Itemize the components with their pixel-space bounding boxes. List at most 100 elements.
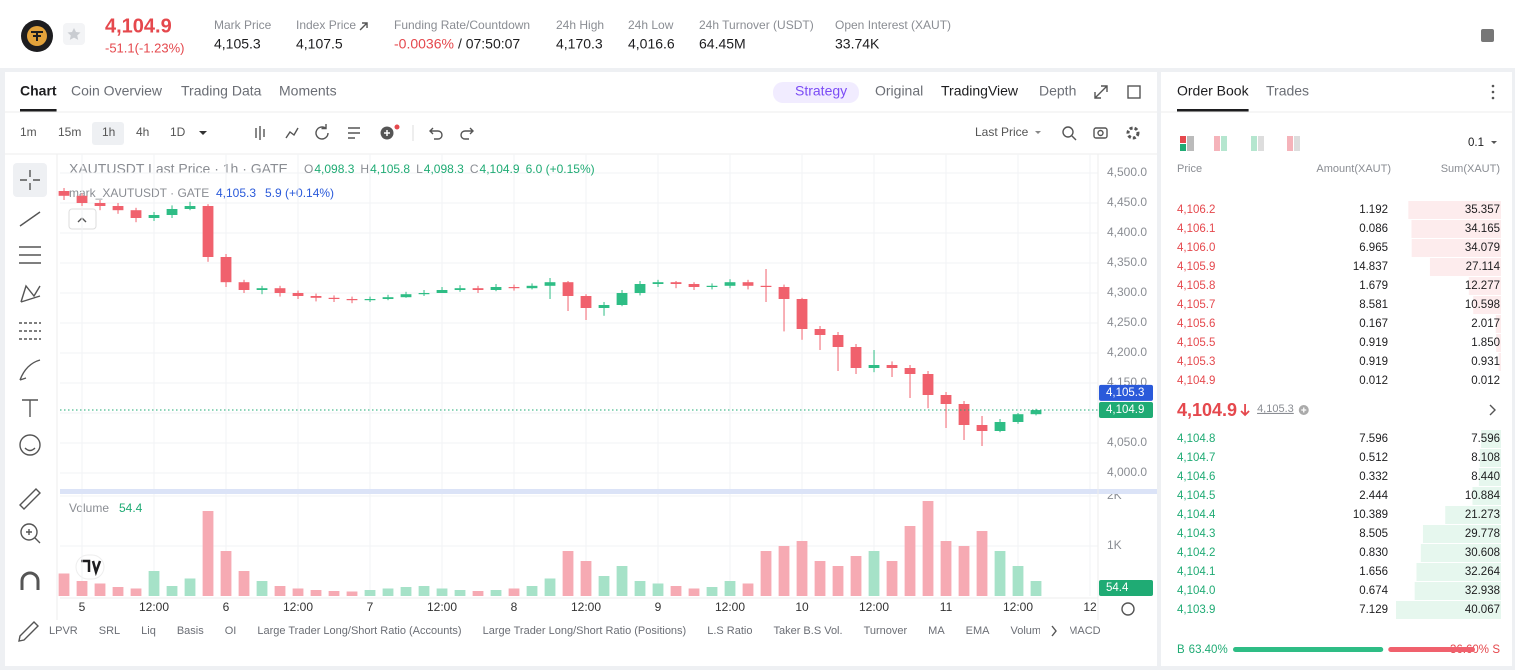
interval[interactable]: 1D	[170, 125, 186, 139]
dropdown-caret[interactable]	[1035, 131, 1041, 134]
indicator[interactable]: EMA	[966, 625, 991, 637]
book-price[interactable]: 4,105.5	[1177, 337, 1215, 349]
book-price[interactable]: 4,103.9	[1177, 604, 1215, 616]
candle-body	[454, 288, 466, 290]
indicator[interactable]: L.S Ratio	[707, 625, 752, 637]
axis-settings-icon[interactable]	[1121, 602, 1135, 616]
ruler-tool[interactable]	[19, 488, 41, 510]
indicator[interactable]: Taker B.S Vol.	[773, 625, 842, 637]
settings-icon[interactable]	[1126, 126, 1140, 140]
crosshair-tool[interactable]	[20, 170, 40, 190]
tab[interactable]: Chart	[20, 83, 57, 99]
link-icon[interactable]	[359, 22, 368, 31]
book-price[interactable]: 4,105.3	[1177, 356, 1215, 368]
interval[interactable]: 15m	[58, 125, 81, 139]
book-price[interactable]: 4,104.6	[1177, 471, 1215, 483]
ohlc-key: H	[360, 162, 369, 176]
indicator[interactable]: Large Trader Long/Short Ratio (Accounts)	[257, 625, 461, 637]
tool-active[interactable]	[13, 163, 47, 197]
book-price[interactable]: 4,104.1	[1177, 566, 1215, 578]
magnet-tool[interactable]	[20, 571, 40, 590]
screenshot-icon[interactable]	[1093, 127, 1108, 139]
tab[interactable]: Moments	[279, 83, 337, 99]
book-price[interactable]: 4,104.0	[1177, 585, 1215, 597]
book-tab[interactable]: Order Book	[1177, 83, 1250, 99]
candle-body	[760, 285, 772, 287]
book-price[interactable]: 4,104.9	[1177, 375, 1215, 387]
candle-type-icon[interactable]	[255, 126, 265, 140]
ohlc-value: 4,098.3	[314, 162, 354, 176]
fib-tool[interactable]	[19, 322, 41, 340]
interval[interactable]: 1h	[102, 125, 115, 139]
book-tab[interactable]: Trades	[1266, 83, 1309, 99]
star-icon	[67, 28, 81, 40]
indicator[interactable]: Basis	[177, 625, 204, 637]
indicator[interactable]: LPVR	[49, 625, 78, 637]
zoom-tool[interactable]	[20, 523, 38, 541]
book-amount: 1.679	[1359, 280, 1388, 292]
layout-icon[interactable]	[1127, 85, 1141, 99]
coin-logo	[31, 31, 43, 41]
book-price[interactable]: 4,105.7	[1177, 299, 1215, 311]
book-amount: 7.129	[1359, 604, 1388, 616]
indicator[interactable]: Liq	[141, 625, 156, 637]
x-tick-label: 12:00	[859, 600, 889, 614]
redo-icon[interactable]	[460, 127, 474, 140]
indicator-icon[interactable]	[285, 127, 299, 139]
fullscreen-icon[interactable]	[1094, 85, 1108, 99]
search-icon[interactable]	[1062, 126, 1074, 138]
book-price[interactable]: 4,106.0	[1177, 242, 1215, 254]
book-price[interactable]: 4,104.3	[1177, 528, 1215, 540]
book-price[interactable]: 4,104.7	[1177, 452, 1215, 464]
precision-caret[interactable]	[1491, 141, 1497, 144]
book-price[interactable]: 4,106.2	[1177, 204, 1215, 216]
view-asks[interactable]	[1287, 136, 1293, 151]
interval[interactable]: 1m	[20, 125, 37, 139]
indicator[interactable]: Large Trader Long/Short Ratio (Positions…	[483, 625, 687, 637]
edit-tool[interactable]	[18, 621, 39, 642]
book-price[interactable]: 4,104.5	[1177, 490, 1215, 502]
line-tool[interactable]	[19, 211, 41, 227]
view-both[interactable]	[1180, 136, 1186, 143]
more-icon[interactable]	[1491, 84, 1495, 88]
volume-bar	[526, 586, 538, 596]
interval-caret[interactable]	[199, 131, 207, 135]
view-mix[interactable]	[1214, 136, 1220, 151]
depth-bar	[1396, 601, 1501, 619]
indicator[interactable]: OI	[225, 625, 237, 637]
indicator[interactable]: SRL	[99, 625, 120, 637]
chevron-icon[interactable]	[1489, 404, 1496, 416]
view-tab[interactable]: Original	[875, 83, 923, 99]
view-tab[interactable]: TradingView	[941, 83, 1019, 99]
book-price[interactable]: 4,104.8	[1177, 433, 1215, 445]
book-price[interactable]: 4,105.6	[1177, 318, 1215, 330]
book-price[interactable]: 4,104.4	[1177, 509, 1216, 521]
emoji-tool[interactable]	[19, 434, 41, 456]
view-tab[interactable]: Depth	[1039, 83, 1076, 99]
refresh-icon[interactable]	[315, 124, 329, 140]
channel-tool[interactable]	[19, 246, 41, 264]
precision[interactable]: 0.1	[1468, 137, 1484, 149]
indicator[interactable]: MACD	[1068, 625, 1100, 637]
indicator[interactable]: Volume	[1011, 625, 1048, 637]
indicator[interactable]: Turnover	[864, 625, 908, 637]
book-price[interactable]: 4,105.9	[1177, 261, 1215, 273]
undo-icon[interactable]	[429, 127, 443, 140]
indicator[interactable]: MA	[928, 625, 945, 637]
price-type[interactable]: Last Price	[975, 125, 1029, 139]
strategy-pill[interactable]	[773, 82, 859, 103]
pattern-tool[interactable]	[20, 284, 41, 303]
view-tab[interactable]: Strategy	[795, 83, 847, 99]
book-price[interactable]: 4,104.2	[1177, 547, 1215, 559]
brush-tool[interactable]	[19, 359, 41, 381]
notes-icon[interactable]	[1481, 29, 1494, 42]
book-price[interactable]: 4,105.8	[1177, 280, 1215, 292]
scroll-right-icon[interactable]	[1051, 625, 1057, 637]
book-price[interactable]: 4,106.1	[1177, 223, 1215, 235]
tab[interactable]: Trading Data	[181, 83, 262, 99]
tab[interactable]: Coin Overview	[71, 83, 163, 99]
text-tool[interactable]	[22, 399, 38, 417]
view-bids[interactable]	[1251, 136, 1257, 151]
template-icon[interactable]	[348, 127, 360, 139]
interval[interactable]: 4h	[136, 125, 149, 139]
